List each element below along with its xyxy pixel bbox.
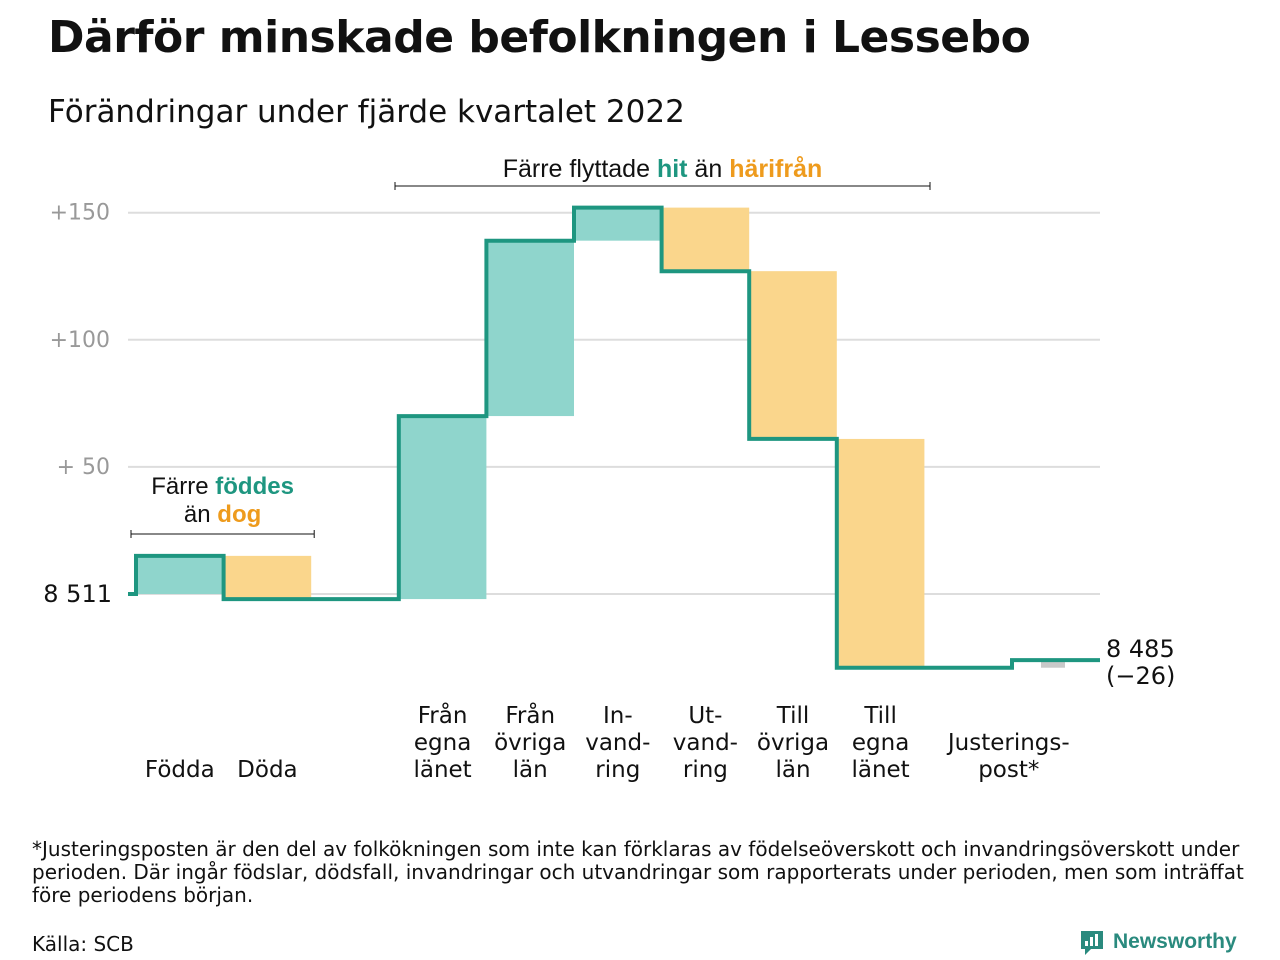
waterfall-bar [749,271,837,439]
category-label: In-vand-ring [585,703,650,783]
net-change-label: (−26) [1106,662,1175,690]
migration-annotation-highlight: härifrån [729,155,822,183]
category-label-line: Till [776,703,810,729]
line-layer [128,205,1100,670]
category-label-line: egna [414,730,471,756]
category-label: Från egna länet [413,701,471,783]
chart-subtitle: Förändringar under fjärde kvartalet 2022 [48,94,685,130]
migration-annotation-text: än [687,155,729,183]
brand-logo: Newsworthy [1079,928,1237,956]
end-value-label: 8 485 [1106,635,1175,663]
waterfall-bar [136,555,224,594]
waterfall-bar [1041,660,1065,668]
category-label-line: övriga [757,730,829,756]
category-label: Ut-vand-ring [673,703,738,783]
category-label-line: Från [418,701,468,729]
brand-name: Newsworthy [1113,930,1237,953]
category-label-line: egna [852,730,909,756]
migration-annotation: Färre flyttade hit än härifrån [503,155,823,183]
y-tick-label: +150 [50,201,110,226]
running-total-line [128,205,1100,670]
waterfall-bar [398,416,487,600]
category-label-line: länet [413,757,471,783]
category-label-line: Till [863,703,897,729]
category-label-line: post* [978,757,1039,783]
category-label: Från övriga län [494,701,566,783]
waterfall-bar [836,438,925,668]
bar-layer [136,207,1065,668]
waterfall-bar [661,207,750,272]
category-label: Till egna länet [851,703,909,783]
category-label-line: Från [505,701,555,729]
births-annotation-highlight: föddes [215,473,294,500]
category-label: Justerings-post* [946,730,1070,783]
category-label: Döda [237,757,297,783]
migration-annotation-highlight: hit [657,155,688,183]
category-label-line: vand- [585,730,650,756]
births-annotation-text: Färre [151,473,215,500]
births-annotation-highlight: dog [217,501,261,528]
category-label-line: vand- [673,730,738,756]
category-label-line: Ut- [688,703,722,729]
category-label-line: In- [603,703,633,729]
category-label: Födda [145,757,215,783]
start-value-label: 8 511 [43,580,112,608]
category-label-line: län [513,757,548,783]
grid-layer [128,211,1100,595]
category-label-line: länet [851,757,909,783]
category-label-line: övriga [494,730,566,756]
category-label: Till övriga län [757,703,829,783]
source-note: Källa: SCB [32,932,134,956]
chart-title: Därför minskade befolkningen i Lessebo [48,12,1031,63]
migration-annotation-text: Färre flyttade [503,155,657,183]
y-tick-label: + 50 [57,455,110,480]
births-annotation-line1: Färre föddes [151,473,294,500]
newsworthy-logo-icon [1081,931,1103,955]
y-tick-label: +100 [50,328,110,353]
births-annotation-line2: än dog [184,501,261,528]
category-label-line: län [775,757,810,783]
category-label-line: Födda [145,757,215,783]
waterfall-bar [574,207,662,241]
waterfall-bar [486,240,574,417]
waterfall-bar [223,555,312,600]
category-label-line: ring [595,757,640,783]
category-label-line: Justerings- [946,730,1070,756]
footnote: *Justeringsposten är den del av folkökni… [32,837,1244,907]
births-annotation-text: än [184,501,217,528]
category-label-line: Döda [237,757,297,783]
category-label-line: ring [683,757,728,783]
